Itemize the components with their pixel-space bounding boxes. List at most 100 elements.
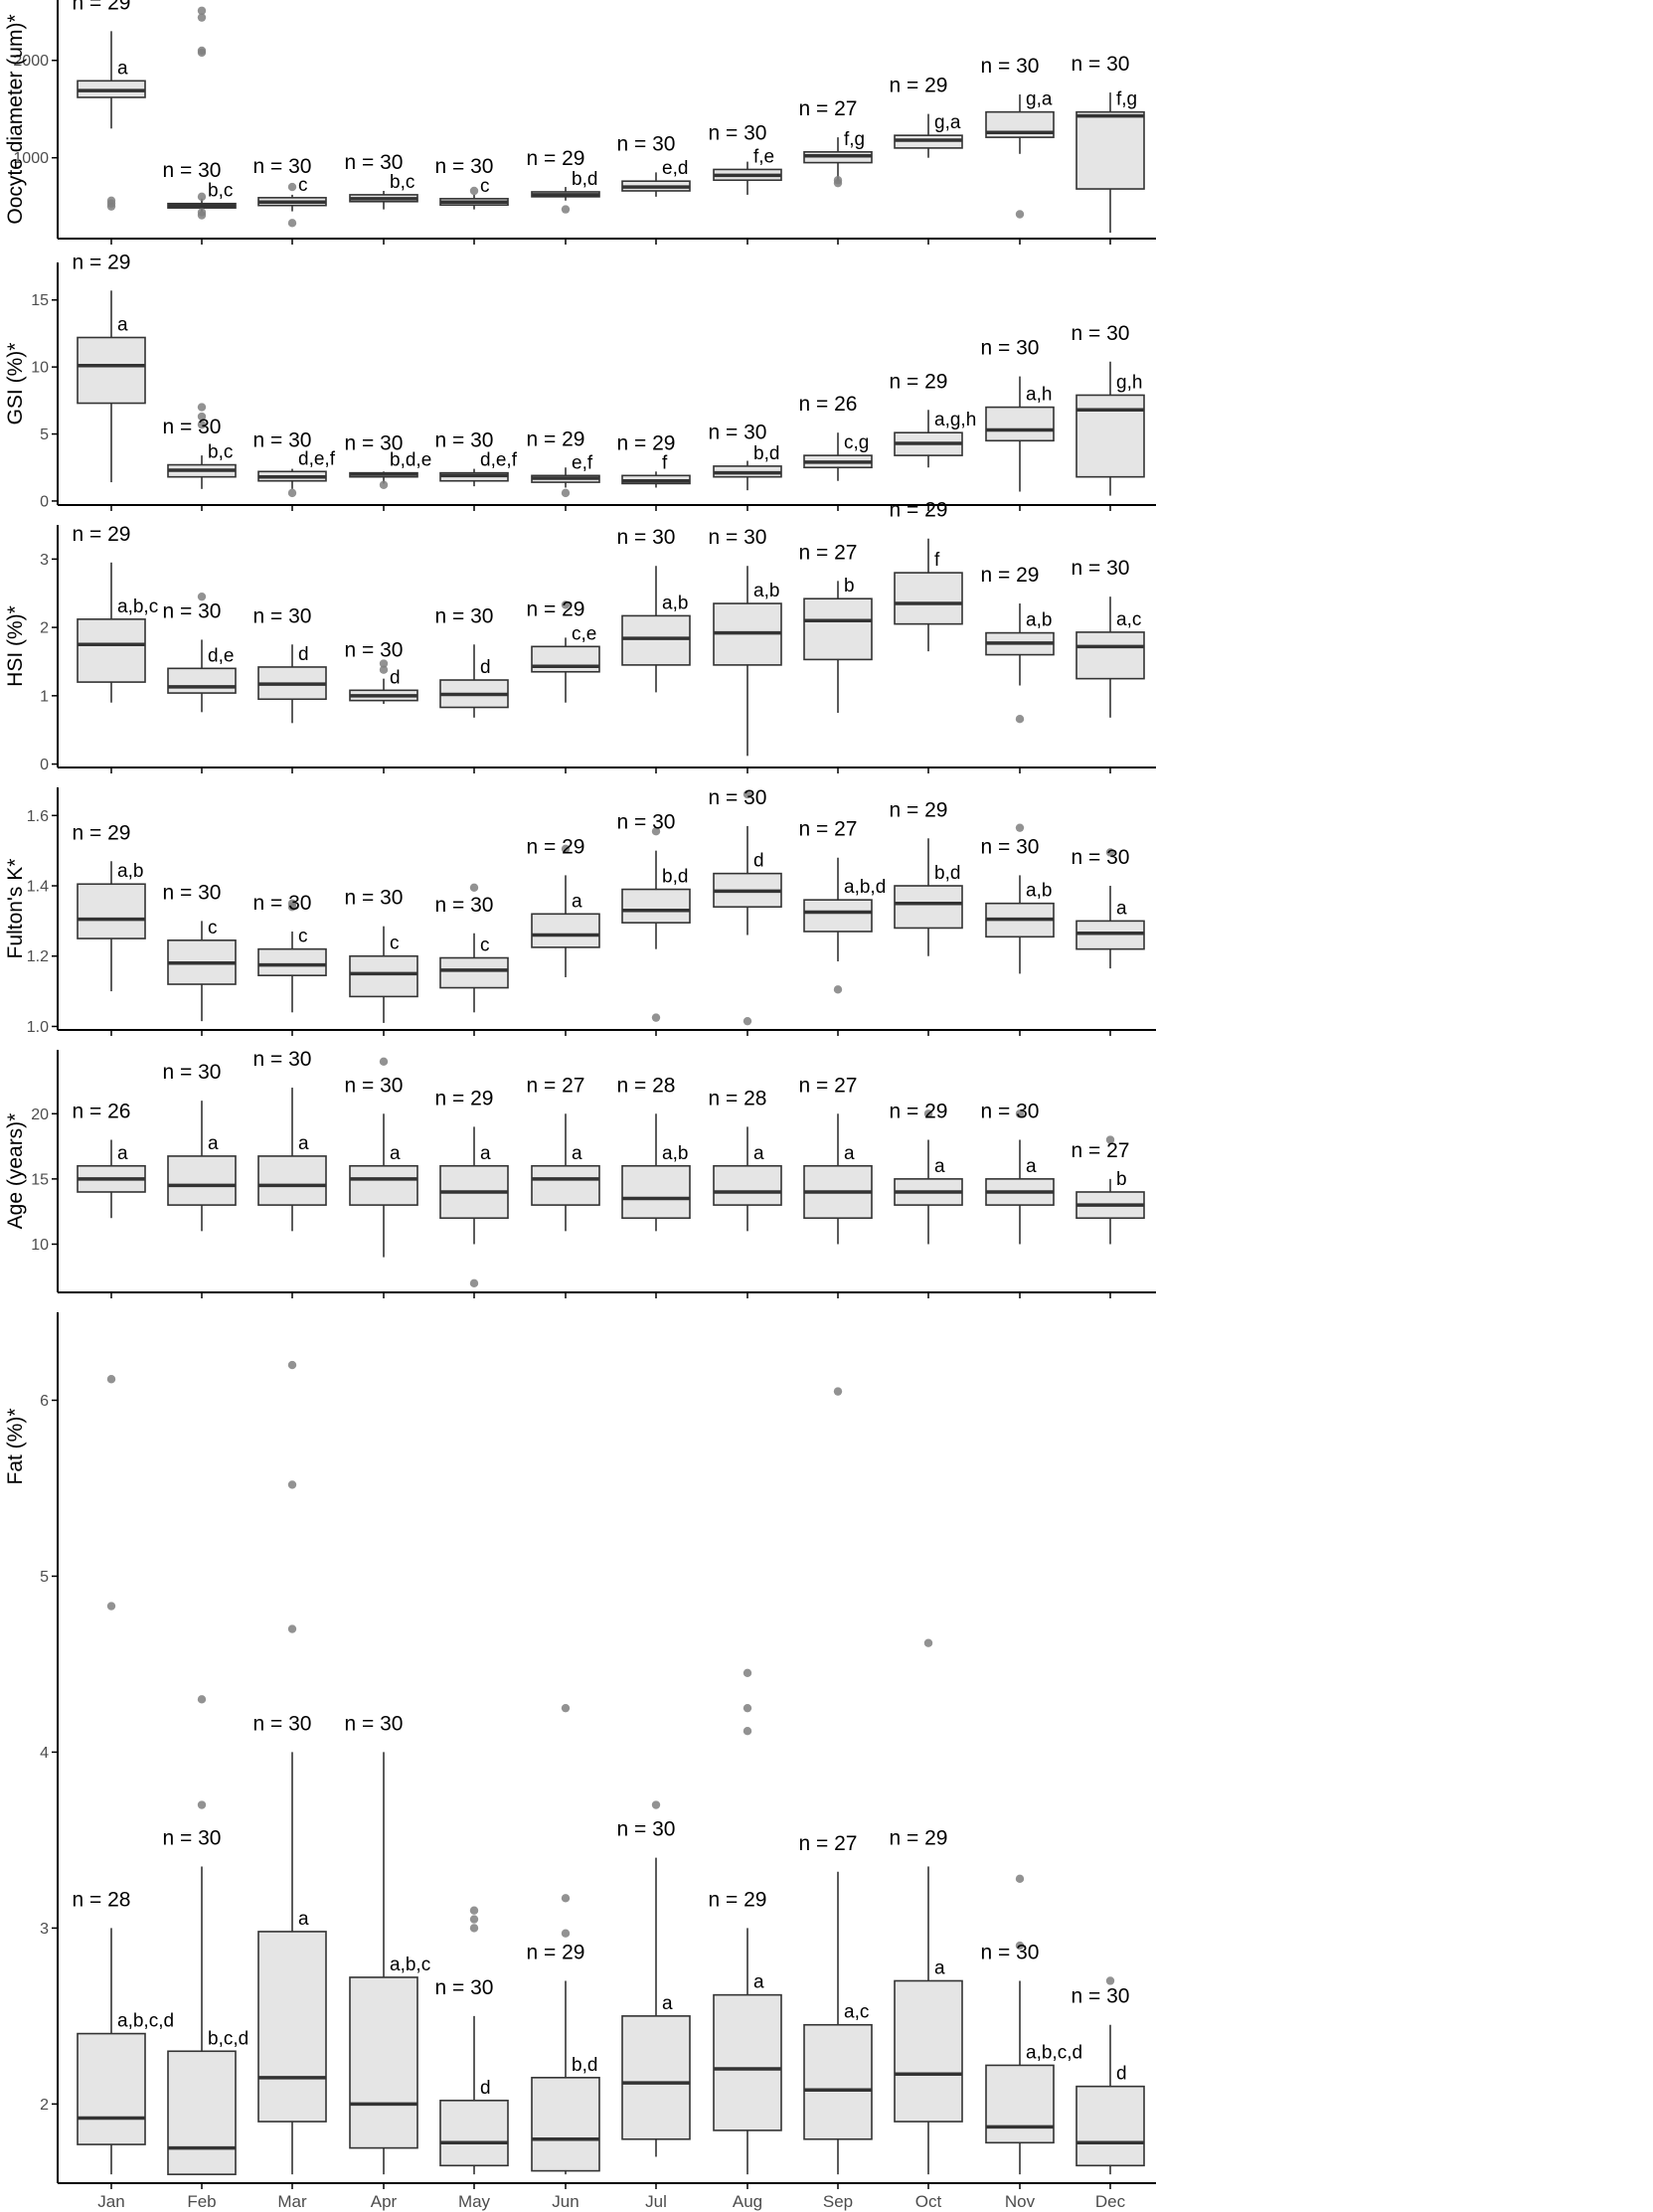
outlier-point <box>197 403 207 412</box>
group-letter: g,a <box>1026 89 1053 110</box>
group-letter: a,b <box>117 861 143 882</box>
n-label: n = 30 <box>435 1976 494 1999</box>
group-letter: f <box>934 550 940 571</box>
outlier-point <box>743 1016 752 1026</box>
iqr-box <box>894 1979 963 2123</box>
outlier-point <box>469 883 479 892</box>
y-tick-label: 2000 <box>13 53 49 70</box>
n-label: n = 29 <box>709 1888 767 1911</box>
box-may: n = 30 d <box>435 604 509 718</box>
iqr-box <box>167 667 237 694</box>
y-tick-label: 2 <box>40 620 49 637</box>
iqr-box <box>439 2100 509 2167</box>
group-letter: f,e <box>753 146 774 167</box>
box-aug: n = 30b,d <box>709 422 782 491</box>
box-oct: n = 29 b,d <box>890 798 963 956</box>
iqr-box <box>1075 394 1145 478</box>
iqr-box <box>985 2064 1055 2144</box>
box-oct: n = 29 a <box>890 1638 963 2175</box>
group-letter: a,b <box>662 593 688 613</box>
n-label: n = 30 <box>981 55 1040 78</box>
group-letter: a,g,h <box>934 410 976 430</box>
group-letter: c <box>390 934 400 954</box>
group-letter: f <box>662 452 668 473</box>
n-label: n = 30 <box>435 894 494 917</box>
n-label: n = 30 <box>163 416 222 438</box>
outlier-point <box>197 6 207 15</box>
n-label: n = 30 <box>163 1061 222 1084</box>
outlier-point <box>287 1360 297 1370</box>
n-label: n = 29 <box>73 523 131 546</box>
outlier-point <box>923 1109 933 1118</box>
group-letter: b,d <box>753 443 779 464</box>
n-label: n = 27 <box>799 1832 858 1855</box>
y-tick-label: 1.0 <box>27 1019 49 1036</box>
x-tick-label: Jul <box>645 2192 667 2211</box>
iqr-box <box>439 956 509 989</box>
box-aug: n = 30 d <box>709 786 782 1026</box>
group-letter: a <box>1116 898 1127 919</box>
outlier-point <box>1015 1941 1025 1951</box>
outlier-point <box>106 1375 116 1384</box>
outlier-point <box>651 1013 661 1022</box>
iqr-box <box>167 1155 237 1206</box>
outlier-point <box>379 665 389 674</box>
n-label: n = 27 <box>799 541 858 564</box>
box-aug: n = 30f,e <box>709 122 782 195</box>
iqr-box <box>894 572 963 625</box>
group-letter: a,b <box>662 1143 688 1164</box>
box-jan: n = 29 a,b,c <box>73 523 158 703</box>
box-jul: n = 30 a <box>617 1800 691 2157</box>
n-label: n = 29 <box>890 75 948 97</box>
box-apr: n = 30 d <box>345 639 418 705</box>
outlier-point <box>743 789 752 799</box>
n-label: n = 30 <box>253 155 312 178</box>
group-letter: d,e,f <box>298 448 336 469</box>
outlier-point <box>197 208 207 217</box>
group-letter: c <box>480 936 490 956</box>
group-letter: a,b <box>753 581 779 601</box>
box-jan: n = 26 a <box>73 1101 146 1219</box>
outlier-point <box>1105 1976 1115 1985</box>
box-nov: n = 29 a,b <box>981 564 1055 724</box>
n-label: n = 30 <box>345 431 404 454</box>
iqr-box <box>803 899 873 933</box>
iqr-box <box>621 2015 691 2140</box>
iqr-box <box>77 883 146 939</box>
n-label: n = 30 <box>1072 322 1130 345</box>
n-label: n = 29 <box>527 597 585 620</box>
box-sep: n = 27 a <box>799 1074 873 1245</box>
box-sep: n = 27 b <box>799 541 873 714</box>
outlier-point <box>561 600 571 609</box>
y-tick-label: 1 <box>40 688 49 705</box>
box-apr: n = 30 a,b,c <box>345 1712 430 2175</box>
box-jan: n = 28 a,b,c,d <box>73 1375 174 2175</box>
group-letter: a <box>572 891 582 912</box>
y-axis-label: Fat (%)* <box>4 1408 27 1484</box>
x-tick-label: Nov <box>1005 2192 1036 2211</box>
box-jan: n = 29 a,b <box>73 821 146 992</box>
y-axis-label: HSI (%)* <box>4 605 27 687</box>
n-label: n = 30 <box>163 881 222 904</box>
y-tick-label: 2 <box>40 2097 49 2114</box>
n-label: n = 30 <box>617 811 676 834</box>
group-letter: b,c <box>208 442 233 463</box>
iqr-box <box>257 1931 327 2123</box>
box-jan: n = 29 a <box>73 251 146 483</box>
group-letter: a <box>753 1972 764 1993</box>
n-label: n = 30 <box>253 1712 312 1735</box>
outlier-point <box>1015 210 1025 219</box>
box-sep: n = 27 a,b,d <box>799 818 886 994</box>
y-tick-label: 5 <box>40 1569 49 1586</box>
outlier-point <box>379 480 389 489</box>
n-label: n = 29 <box>890 370 948 393</box>
n-label: n = 30 <box>345 887 404 910</box>
outlier-point <box>1015 1874 1025 1884</box>
iqr-box <box>621 888 691 924</box>
box-mar: n = 30 a <box>253 1360 327 2175</box>
n-label: n = 30 <box>435 429 494 452</box>
n-label: n = 30 <box>617 132 676 155</box>
box-apr: n = 30 c <box>345 887 418 1023</box>
